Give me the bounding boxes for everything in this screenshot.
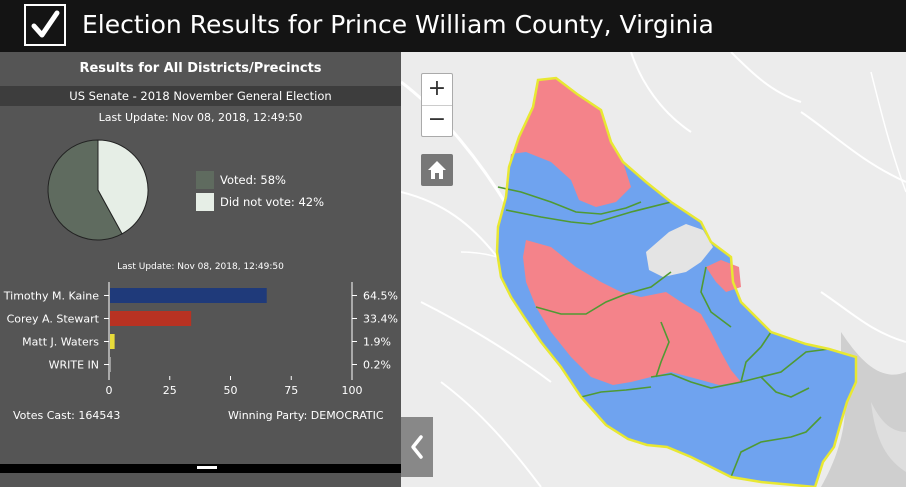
app-title: Election Results for Prince William Coun…	[82, 10, 714, 39]
x-tick-label: 0	[106, 384, 113, 397]
bar-category-label: Matt J. Waters	[22, 336, 99, 349]
winning-party: Winning Party: DEMOCRATIC	[228, 409, 384, 422]
zoom-in-button[interactable]: +	[422, 74, 452, 106]
county-choropleth	[495, 76, 858, 487]
bar-category-label: WRITE IN	[49, 359, 99, 372]
app-header: Election Results for Prince William Coun…	[0, 0, 906, 52]
zoom-control: + −	[421, 73, 453, 137]
x-tick-label: 50	[224, 384, 238, 397]
panel-lower-strip	[0, 473, 401, 487]
home-button[interactable]	[421, 154, 453, 186]
panel-title: Results for All Districts/Precincts	[79, 61, 322, 76]
county-boundary	[495, 76, 858, 487]
red-region-central	[523, 240, 741, 385]
election-subtitle: US Senate - 2018 November General Electi…	[0, 86, 401, 106]
home-icon	[428, 161, 446, 179]
panel-resize-handle[interactable]	[197, 466, 217, 469]
legend-label-not-voted: Did not vote: 42%	[220, 195, 325, 209]
candidate-bar-chart: Timothy M. Kaine 64.5% Corey A. Stewart 33.…	[3, 282, 398, 397]
map-view[interactable]: + −	[401, 52, 906, 487]
x-tick-label: 25	[163, 384, 177, 397]
chevron-left-icon	[411, 435, 423, 459]
results-panel: Results for All Districts/Precincts US S…	[0, 52, 401, 487]
bar-value-label: 1.9%	[363, 336, 391, 349]
candidate-bar	[110, 311, 192, 326]
bar-category-label: Corey A. Stewart	[7, 313, 100, 326]
zoom-out-button[interactable]: −	[427, 107, 447, 132]
legend-swatch-voted	[196, 171, 214, 189]
bar-value-label: 64.5%	[363, 290, 398, 303]
candidate-bar	[110, 334, 115, 349]
candidate-bar	[110, 357, 111, 372]
votes-cast: Votes Cast: 164543	[13, 409, 121, 422]
turnout-pie-chart	[47, 139, 149, 241]
x-tick-label: 75	[284, 384, 298, 397]
collapse-panel-button[interactable]	[401, 417, 433, 477]
x-tick-label: 100	[342, 384, 363, 397]
bar-chart-last-update: Last Update: Nov 08, 2018, 12:49:50	[117, 262, 284, 272]
checkbox-check-icon	[24, 4, 66, 46]
pie-slice-voted	[47, 139, 123, 241]
precinct-regions	[497, 78, 856, 487]
legend-label-voted: Voted: 58%	[220, 173, 286, 187]
bar-value-label: 0.2%	[363, 359, 391, 372]
bar-value-label: 33.4%	[363, 313, 398, 326]
gray-inner-area	[646, 224, 713, 277]
bar-category-label: Timothy M. Kaine	[3, 290, 99, 303]
last-update: Last Update: Nov 08, 2018, 12:49:50	[98, 111, 303, 124]
candidate-bar	[110, 288, 267, 303]
legend-swatch-not-voted	[196, 193, 214, 211]
pie-slice-not-voted	[97, 139, 149, 235]
